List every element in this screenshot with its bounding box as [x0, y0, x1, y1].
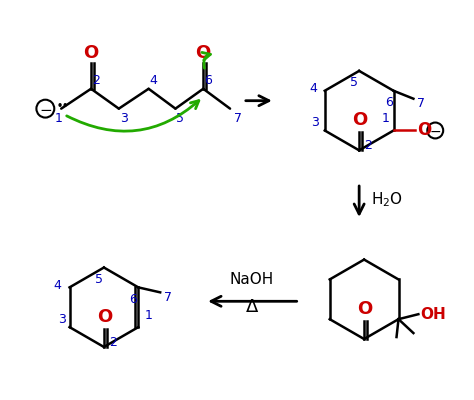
- Text: O: O: [353, 112, 368, 130]
- Text: 3: 3: [58, 313, 65, 326]
- Text: 1: 1: [55, 112, 62, 125]
- Text: 4: 4: [54, 279, 62, 292]
- Text: 2: 2: [364, 139, 372, 152]
- Text: Δ: Δ: [246, 298, 258, 316]
- Text: 4: 4: [309, 82, 317, 95]
- Text: O: O: [418, 122, 432, 140]
- Text: 3: 3: [120, 112, 128, 125]
- Text: O: O: [83, 44, 99, 62]
- Text: 7: 7: [417, 97, 425, 110]
- Text: 1: 1: [382, 112, 390, 125]
- Text: ••: ••: [57, 101, 69, 111]
- Text: O: O: [97, 308, 112, 326]
- Text: 6: 6: [384, 96, 392, 109]
- Text: O: O: [357, 300, 373, 318]
- Text: 7: 7: [164, 291, 172, 304]
- Text: −: −: [39, 103, 52, 118]
- Text: 5: 5: [350, 76, 358, 89]
- Text: 1: 1: [144, 309, 152, 322]
- Text: −: −: [429, 125, 441, 139]
- Text: 2: 2: [92, 74, 100, 87]
- Text: OH: OH: [420, 307, 446, 322]
- Text: H$_2$O: H$_2$O: [371, 191, 403, 209]
- Text: 6: 6: [129, 293, 137, 306]
- Text: 5: 5: [95, 273, 103, 286]
- Text: 3: 3: [311, 116, 319, 129]
- Text: 5: 5: [176, 112, 184, 125]
- Text: NaOH: NaOH: [230, 272, 274, 287]
- Text: 4: 4: [150, 74, 157, 87]
- Text: 7: 7: [234, 112, 242, 125]
- Text: O: O: [196, 44, 211, 62]
- Text: 2: 2: [109, 336, 117, 348]
- Text: 6: 6: [204, 74, 212, 87]
